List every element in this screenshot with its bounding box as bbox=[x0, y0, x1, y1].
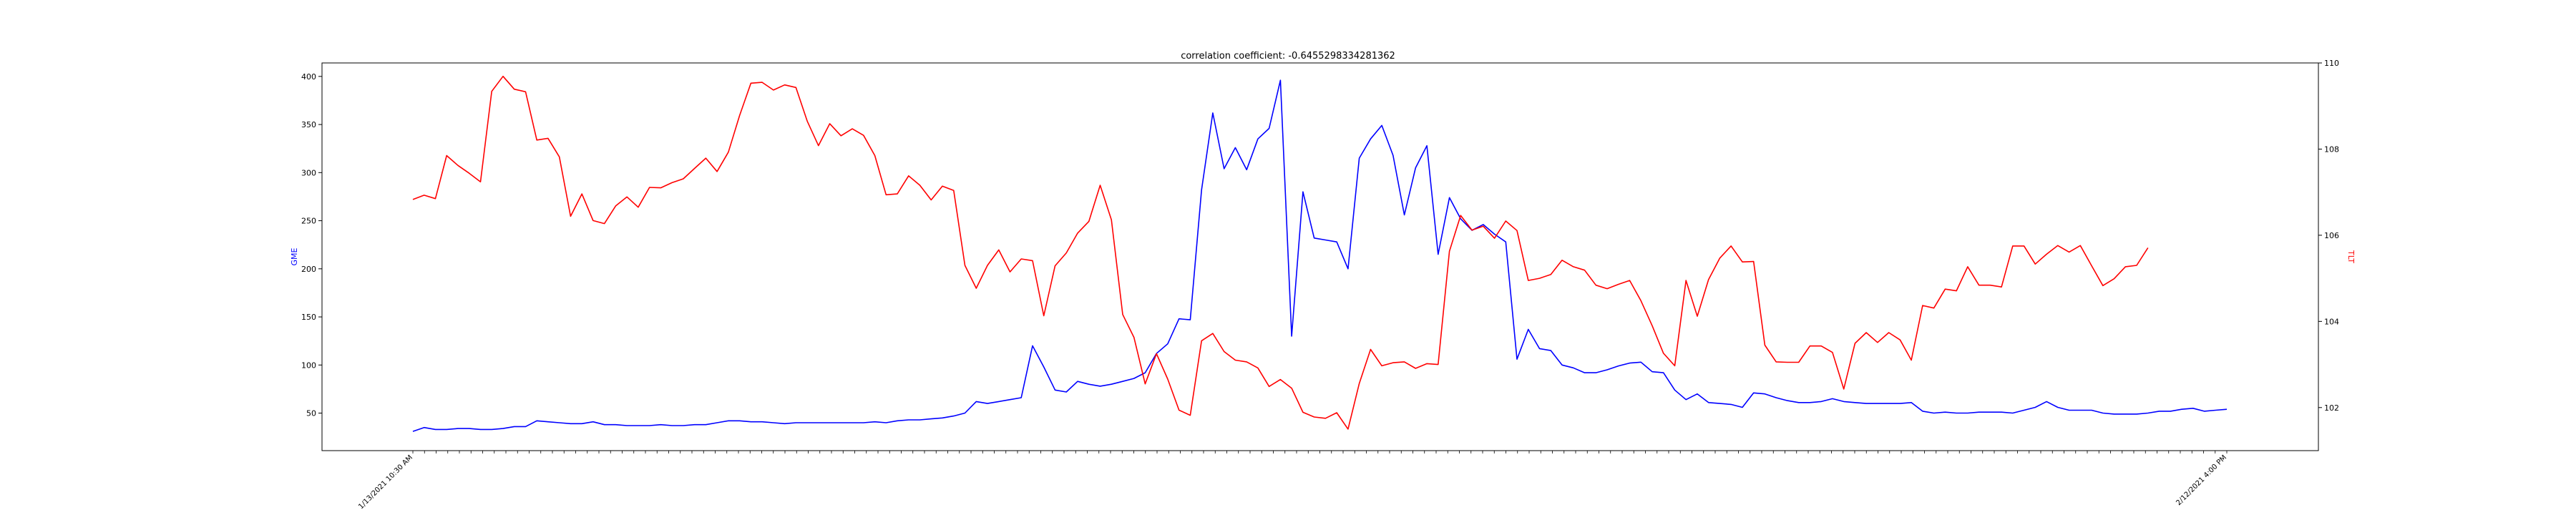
left-y-tick-label: 50 bbox=[306, 409, 316, 418]
chart-title: correlation coefficient: -0.645529833428… bbox=[1181, 51, 1395, 62]
left-y-tick-label: 300 bbox=[301, 168, 316, 177]
series-layer bbox=[412, 75, 2228, 432]
right-y-tick-label: 104 bbox=[2324, 317, 2339, 326]
right-y-tick-label: 108 bbox=[2324, 144, 2339, 154]
plot-area bbox=[321, 62, 2319, 451]
left-y-tick-label: 400 bbox=[301, 72, 316, 82]
left-y-tick-label: 150 bbox=[301, 313, 316, 322]
right-y-tick-label: 102 bbox=[2324, 403, 2339, 413]
plot-frame bbox=[321, 62, 2319, 451]
left-y-tick-label: 350 bbox=[301, 120, 316, 129]
right-y-tick-label: 110 bbox=[2324, 59, 2339, 68]
left-y-tick-label: 200 bbox=[301, 265, 316, 274]
right-y-axis-label: TLT bbox=[2346, 250, 2356, 263]
left-y-tick-label: 100 bbox=[301, 360, 316, 370]
gme-series-line bbox=[412, 79, 2228, 432]
right-y-axis: 102 104 106 108 110 bbox=[2318, 59, 2339, 413]
right-y-tick-label: 106 bbox=[2324, 231, 2339, 240]
left-y-axis-label: GME bbox=[290, 247, 299, 265]
left-y-tick-label: 250 bbox=[301, 217, 316, 226]
tlt-series-line bbox=[412, 75, 2149, 430]
left-y-axis: 50 100 150 200 250 300 350 400 bbox=[301, 72, 322, 418]
